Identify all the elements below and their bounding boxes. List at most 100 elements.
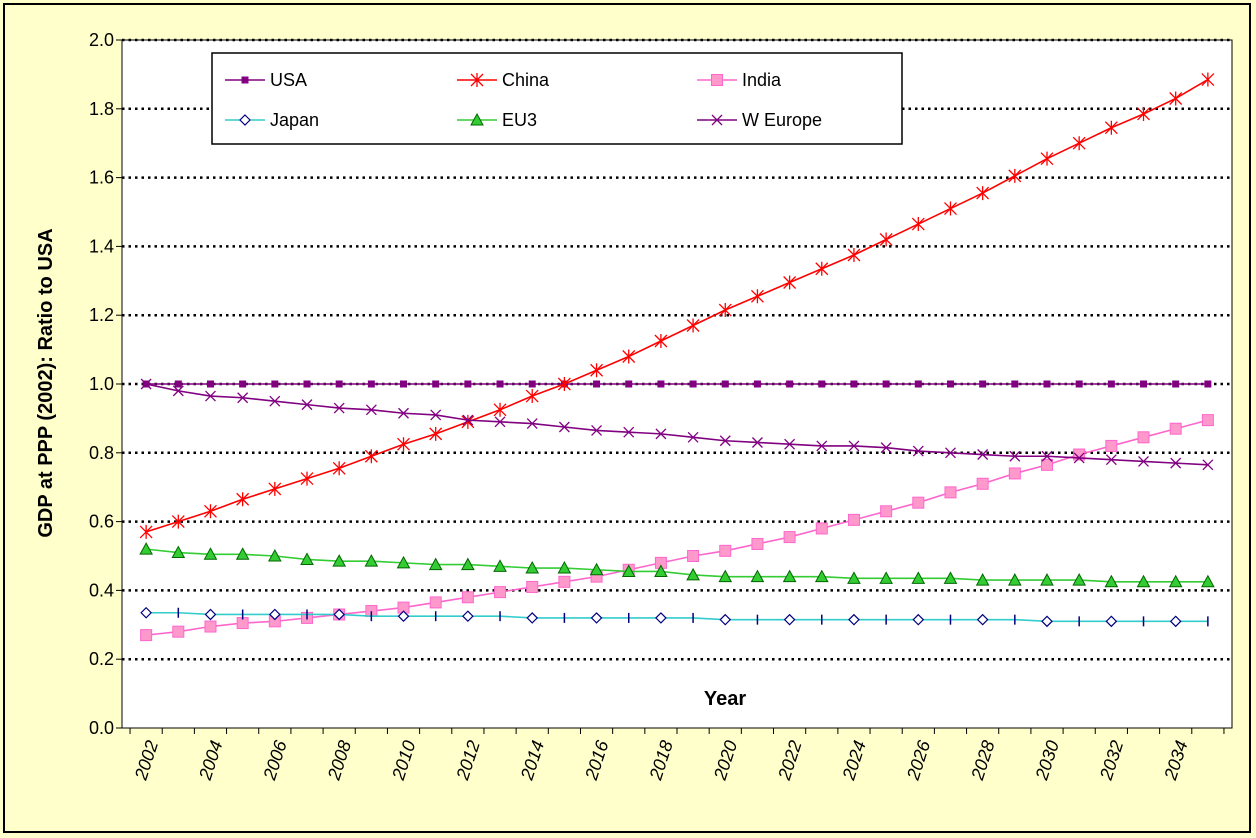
series-line-w-europe (145, 383, 1208, 466)
data-point-china (686, 318, 700, 333)
data-point-china (139, 524, 153, 539)
data-point-eu3 (1072, 573, 1087, 586)
data-point-usa (206, 380, 214, 388)
data-point-w-europe (526, 418, 538, 430)
data-point-india (494, 586, 507, 599)
series-eu3 (139, 542, 1215, 588)
data-point-w-europe (1105, 454, 1117, 466)
y-axis: 0.0 0.2 0.4 0.6 0.8 1.0 1.2 1.4 1.6 1.8 2.0 (89, 30, 122, 738)
series-japan (140, 606, 1209, 628)
data-point-china (268, 481, 282, 496)
data-point-china (1201, 72, 1215, 87)
data-point-eu3 (1007, 573, 1022, 586)
legend-label: EU3 (502, 110, 537, 130)
data-point-w-europe (301, 399, 313, 411)
x-tick-label: 2030 (1031, 738, 1063, 783)
data-point-india (204, 620, 217, 633)
legend-entry-usa: USA (225, 70, 307, 90)
data-point-japan (590, 612, 603, 624)
series-line-japan (146, 611, 1208, 623)
data-point-w-europe (1138, 455, 1149, 467)
data-point-usa (593, 380, 601, 388)
data-point-w-europe (494, 416, 506, 428)
data-point-usa (432, 380, 440, 388)
data-point-w-europe (1202, 459, 1214, 471)
data-point-india (847, 513, 860, 526)
data-point-china (654, 334, 668, 348)
data-point-usa (818, 380, 826, 388)
legend-entry-w-europe: W Europe (697, 110, 822, 130)
y-tick-label: 0.2 (89, 649, 114, 669)
data-point-japan (204, 608, 217, 621)
data-point-china (911, 217, 925, 232)
data-point-eu3 (267, 548, 282, 562)
data-point-w-europe (269, 395, 281, 407)
data-point-w-europe (462, 414, 474, 426)
y-axis-title: GDP at PPP (2002): Ratio to USA (35, 228, 57, 537)
legend: USA China India Japan EU3 W Europe (211, 52, 903, 145)
data-point-china (1169, 91, 1183, 106)
data-point-w-europe (1170, 457, 1182, 469)
data-point-india (172, 625, 185, 638)
legend-label: China (502, 70, 550, 90)
data-point-usa (1140, 380, 1148, 388)
x-tick-label: 2016 (581, 737, 613, 783)
data-point-india (751, 537, 764, 550)
data-point-china (879, 232, 893, 247)
data-point-japan (655, 612, 667, 624)
data-point-japan (526, 612, 539, 624)
y-tick-label: 1.2 (89, 305, 114, 325)
data-point-usa (882, 380, 890, 388)
data-point-eu3 (1136, 574, 1151, 588)
legend-entry-china: China (457, 70, 550, 90)
data-point-eu3 (621, 564, 636, 577)
y-tick-label: 0.0 (89, 718, 114, 738)
data-point-w-europe (591, 424, 603, 436)
data-point-india (461, 591, 474, 604)
data-point-usa (1075, 380, 1083, 388)
data-point-w-europe (1073, 452, 1085, 464)
y-tick-label: 1.0 (89, 374, 114, 394)
legend-entry-eu3: EU3 (457, 110, 537, 130)
series-w-europe (140, 378, 1214, 471)
data-point-usa (528, 380, 536, 388)
data-point-china (429, 426, 443, 441)
data-point-eu3 (139, 542, 153, 555)
data-point-w-europe (1009, 450, 1021, 462)
data-point-china (461, 414, 475, 429)
data-point-china (622, 349, 636, 364)
data-point-usa (1107, 380, 1115, 388)
data-point-eu3 (1040, 573, 1054, 586)
data-point-china (815, 261, 829, 276)
data-point-china (1008, 168, 1022, 183)
data-point-w-europe (784, 438, 796, 450)
legend-entry-india: India (697, 70, 782, 90)
data-point-china (1040, 151, 1054, 166)
data-point-w-europe (751, 437, 763, 448)
data-point-india (1008, 467, 1021, 480)
data-point-w-europe (558, 421, 570, 433)
legend-marker (241, 76, 249, 84)
x-tick-label: 2034 (1160, 738, 1192, 783)
data-point-w-europe (945, 447, 956, 459)
data-point-w-europe (237, 392, 249, 404)
legend-marker (711, 74, 723, 86)
data-point-eu3 (589, 562, 604, 576)
legend-label: USA (270, 70, 307, 90)
x-tick-label: 2032 (1096, 738, 1128, 783)
data-point-china (976, 186, 990, 201)
data-point-eu3 (814, 569, 829, 583)
data-point-eu3 (396, 555, 411, 569)
data-point-w-europe (365, 404, 377, 416)
data-point-usa (335, 380, 343, 388)
data-point-w-europe (623, 426, 635, 438)
data-point-japan (783, 613, 796, 626)
data-point-eu3 (847, 571, 861, 584)
data-point-china (783, 275, 797, 290)
data-point-usa (464, 380, 472, 388)
data-point-china (525, 389, 539, 404)
y-tick-label: 1.4 (89, 236, 114, 256)
data-point-usa (625, 380, 633, 388)
data-point-usa (914, 380, 922, 388)
